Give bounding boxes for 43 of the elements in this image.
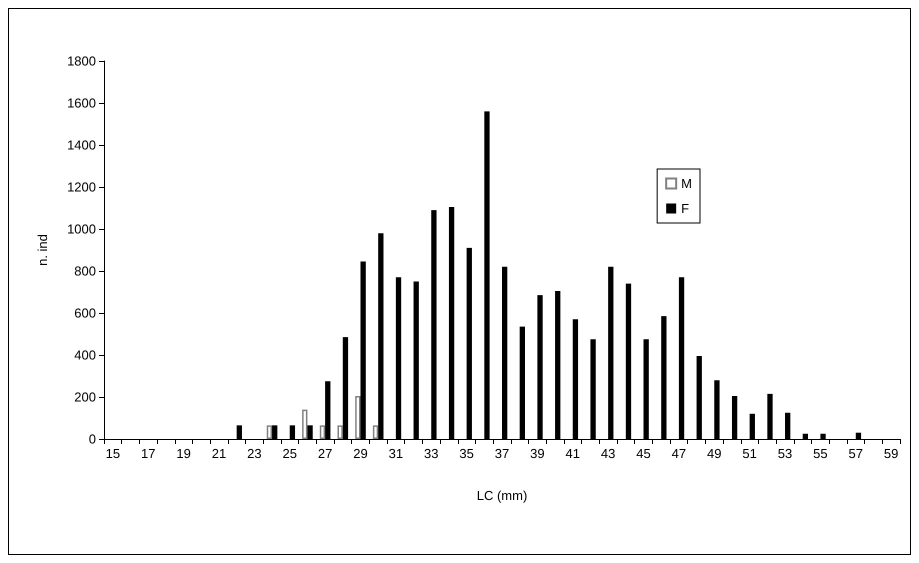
x-tick-label: 39 bbox=[530, 446, 545, 461]
y-tick-label: 200 bbox=[74, 390, 96, 404]
bar bbox=[355, 396, 360, 439]
y-axis-title: n. ind bbox=[35, 234, 50, 266]
x-tick-label: 55 bbox=[813, 446, 828, 461]
x-tick-label: 51 bbox=[742, 446, 757, 461]
x-tick-label: 19 bbox=[176, 446, 191, 461]
x-tick-label: 43 bbox=[600, 446, 616, 461]
x-axis-title: LC (mm) bbox=[476, 488, 528, 503]
y-tick-label: 1600 bbox=[67, 96, 96, 110]
bar bbox=[266, 425, 272, 439]
x-tick-label: 35 bbox=[459, 446, 474, 461]
x-tick-label: 45 bbox=[636, 446, 651, 461]
bar bbox=[337, 425, 343, 439]
x-tick-label: 27 bbox=[318, 446, 332, 461]
bar bbox=[302, 410, 308, 439]
legend-label: M bbox=[681, 176, 692, 191]
x-tick-label: 21 bbox=[212, 446, 226, 461]
y-tick-label: 600 bbox=[74, 306, 96, 320]
x-tick-label: 23 bbox=[247, 446, 262, 461]
x-tick-label: 57 bbox=[848, 446, 864, 461]
y-tick-label: 1200 bbox=[67, 180, 96, 194]
x-tick-label: 17 bbox=[140, 446, 156, 461]
x-tick-label: 25 bbox=[282, 446, 297, 461]
x-tick-label: 33 bbox=[424, 446, 438, 461]
x-tick-label: 31 bbox=[388, 446, 404, 461]
x-tick-label: 41 bbox=[566, 446, 580, 461]
y-tick-label: 800 bbox=[74, 264, 96, 278]
x-tick-label: 15 bbox=[106, 446, 120, 461]
x-tick-label: 29 bbox=[353, 446, 368, 461]
bar bbox=[320, 425, 326, 439]
x-tick-label: 53 bbox=[778, 446, 792, 461]
y-tick-label: 0 bbox=[88, 432, 96, 446]
x-tick-label: 37 bbox=[494, 446, 510, 461]
x-tick-label: 59 bbox=[884, 446, 898, 461]
y-tick-label: 400 bbox=[74, 348, 96, 362]
legend-label: F bbox=[681, 201, 690, 216]
y-tick-label: 1800 bbox=[67, 54, 96, 68]
y-tick-label: 1400 bbox=[67, 138, 96, 152]
x-tick-label: 49 bbox=[707, 446, 722, 461]
y-tick-label: 1000 bbox=[67, 222, 96, 236]
x-tick-label: 47 bbox=[672, 446, 686, 461]
bar bbox=[372, 425, 378, 439]
